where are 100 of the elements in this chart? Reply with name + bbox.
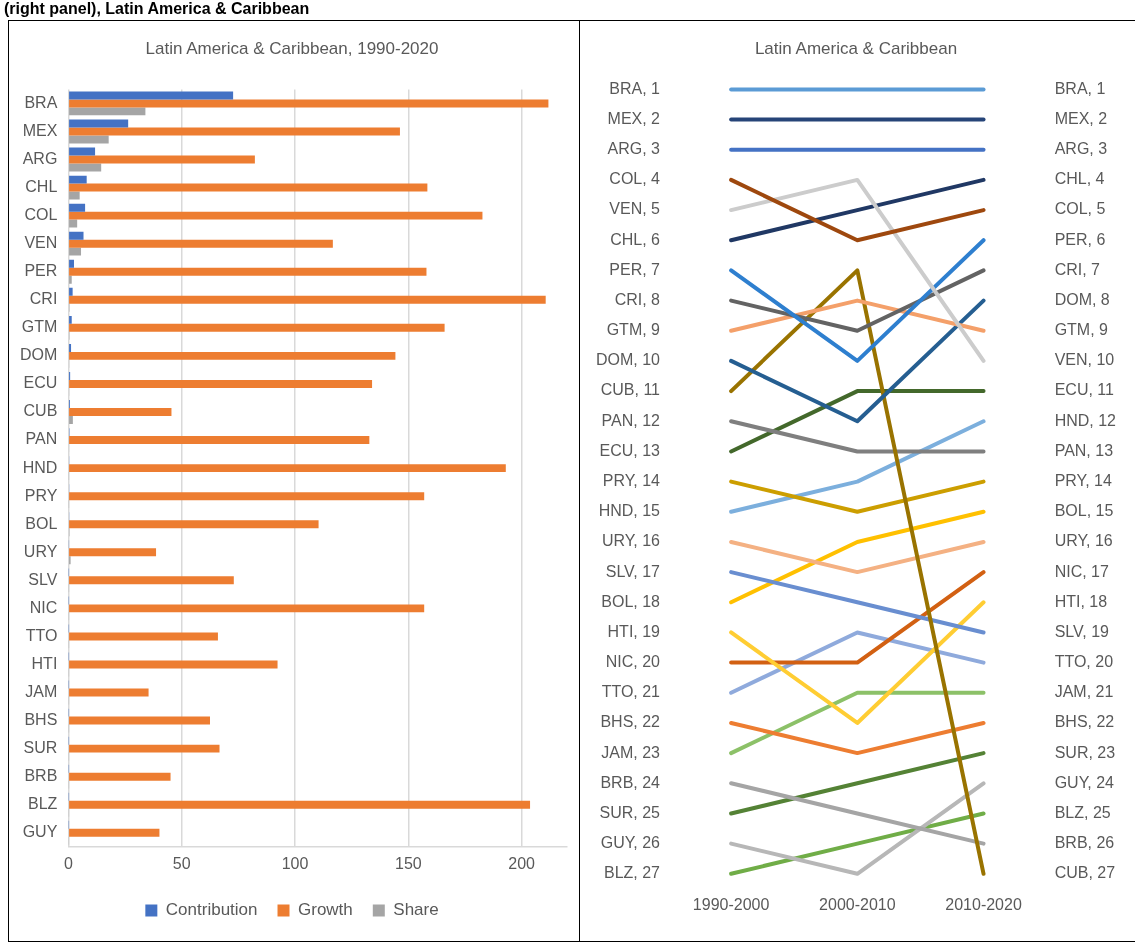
bar — [69, 800, 531, 809]
y-tick-label: BRB — [24, 767, 58, 785]
y-tick-label: TTO, 21 — [601, 683, 661, 701]
y-tick-label: JAM, 23 — [601, 743, 661, 761]
y-tick-label: VEN, 5 — [609, 200, 661, 218]
bar — [69, 660, 278, 669]
chart-title: Latin America & Caribbean — [754, 38, 958, 58]
y2-tick-label: BRA, 1 — [1054, 79, 1106, 97]
y-tick-label: GTM — [21, 318, 58, 336]
y2-tick-label: BHS, 22 — [1054, 713, 1115, 731]
y-tick-label: BLZ, 27 — [603, 864, 661, 882]
y-tick-label: PER — [24, 262, 58, 280]
bar — [69, 247, 82, 256]
y-tick-label: ECU, 13 — [599, 441, 661, 459]
y2-tick-label: HTI, 18 — [1054, 592, 1108, 610]
y2-tick-label: BOL, 15 — [1054, 502, 1114, 520]
bar — [69, 155, 255, 164]
bar — [69, 211, 483, 220]
y-tick-label: PAN — [25, 430, 58, 448]
bar — [69, 464, 506, 473]
legend-label: Contribution — [165, 900, 258, 920]
y-tick-label: SLV — [28, 570, 58, 588]
y2-tick-label: PAN, 13 — [1054, 441, 1114, 459]
bar — [69, 231, 84, 240]
y-tick-label: NIC, 20 — [605, 653, 661, 671]
bar — [69, 379, 373, 388]
y-tick-label: CUB — [23, 402, 58, 420]
y2-tick-label: ARG, 3 — [1054, 140, 1108, 158]
bar — [69, 351, 396, 360]
y-tick-label: PRY, 14 — [602, 472, 661, 490]
y2-tick-label: CUB, 27 — [1054, 864, 1116, 882]
y-tick-label: URY — [23, 542, 58, 560]
x-tick-label: 100 — [281, 854, 309, 872]
x-tick-label: 2000-2010 — [819, 895, 896, 913]
y2-tick-label: PRY, 14 — [1054, 472, 1112, 490]
y-tick-label: MEX — [22, 121, 58, 139]
x-tick-label: 2010-2020 — [945, 895, 1022, 913]
y-tick-label: SLV, 17 — [605, 562, 661, 580]
y2-tick-label: CHL, 4 — [1054, 170, 1105, 188]
bar — [69, 219, 78, 228]
bar — [69, 203, 86, 212]
y2-tick-label: JAM, 21 — [1054, 683, 1114, 701]
bar — [69, 119, 129, 128]
y-tick-label: COL — [24, 206, 58, 224]
x-tick-label: 200 — [508, 854, 536, 872]
bar — [69, 175, 87, 184]
bar — [69, 287, 73, 296]
bar — [69, 183, 428, 192]
y-tick-label: GUY — [22, 823, 58, 841]
y-tick-label: HTI — [31, 654, 58, 672]
y-tick-label: BOL — [25, 514, 58, 532]
y-tick-label: BOL, 18 — [601, 592, 661, 610]
chart-title: Latin America & Caribbean, 1990-2020 — [145, 38, 439, 58]
bar — [69, 436, 370, 445]
y-tick-label: COL, 4 — [609, 170, 661, 188]
y-tick-label: ARG, 3 — [607, 140, 661, 158]
bar — [69, 576, 234, 585]
y-tick-label: CHL — [25, 177, 58, 195]
y2-tick-label: HND, 12 — [1054, 411, 1117, 429]
bar — [69, 520, 319, 529]
y-tick-label: TTO — [25, 626, 58, 644]
y-tick-label: GUY, 26 — [600, 834, 661, 852]
x-tick-label: 1990-2000 — [692, 895, 770, 913]
bar — [69, 828, 160, 837]
bar — [69, 604, 425, 613]
bar — [69, 191, 80, 200]
bar — [69, 107, 146, 116]
y2-tick-label: GTM, 9 — [1054, 321, 1109, 339]
x-tick-label: 50 — [172, 854, 191, 872]
bar — [69, 295, 546, 304]
bar — [69, 716, 210, 725]
y-tick-label: HND — [22, 458, 58, 476]
y2-tick-label: VEN, 10 — [1054, 351, 1115, 369]
y-tick-label: SUR — [23, 739, 58, 757]
y-tick-label: CRI — [29, 290, 58, 308]
bar — [69, 772, 171, 781]
y-tick-label: BHS, 22 — [600, 713, 661, 731]
bar — [69, 135, 109, 144]
bar — [69, 744, 220, 753]
bar — [69, 408, 172, 416]
y2-tick-label: BRB, 26 — [1054, 834, 1115, 852]
y2-tick-label: SLV, 19 — [1054, 622, 1110, 640]
y-tick-label: CUB, 11 — [600, 381, 661, 399]
bar — [69, 267, 427, 276]
y-tick-label: BRA — [24, 93, 58, 111]
y-tick-label: BRB, 24 — [600, 773, 661, 791]
y2-tick-label: COL, 5 — [1054, 200, 1106, 218]
y-tick-label: BLZ — [27, 795, 58, 813]
y-tick-label: PAN, 12 — [601, 411, 661, 429]
y-tick-label: ECU — [23, 374, 58, 392]
y2-tick-label: PER, 6 — [1054, 230, 1106, 248]
y2-tick-label: BLZ, 25 — [1054, 803, 1111, 821]
bar — [69, 415, 73, 424]
legend-label: Growth — [298, 900, 353, 920]
bar — [69, 548, 157, 557]
y2-tick-label: DOM, 8 — [1054, 290, 1110, 308]
y2-tick-label: TTO, 20 — [1054, 653, 1114, 671]
bar — [69, 147, 96, 156]
y2-tick-label: SUR, 23 — [1054, 743, 1116, 761]
bar — [69, 239, 333, 248]
